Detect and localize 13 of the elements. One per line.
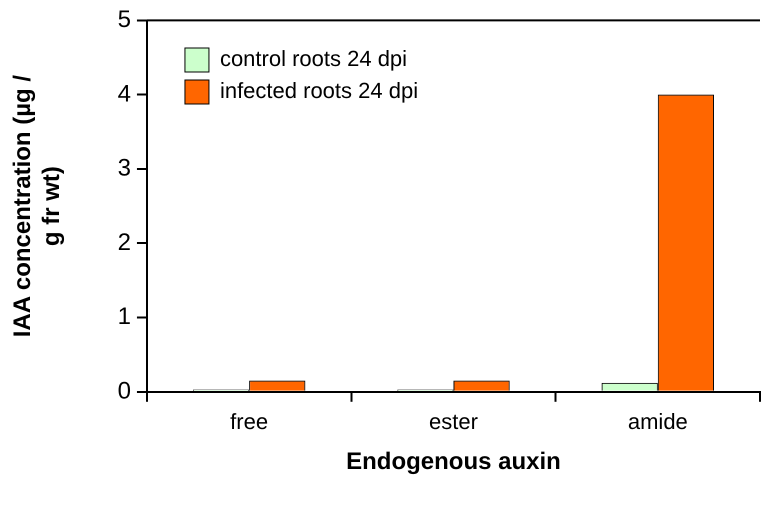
x-tick-label: free	[230, 409, 268, 434]
y-tick-label: 5	[118, 6, 131, 34]
y-axis-title: IAA concentration (µg / g fr wt)	[9, 74, 65, 338]
y-tick-label: 3	[118, 154, 131, 182]
x-axis-title: Endogenous auxin	[346, 448, 561, 476]
y-tick-label: 2	[118, 228, 131, 256]
y-tick-label: 4	[118, 80, 131, 108]
y-tick-label: 1	[118, 303, 131, 330]
x-tick-label: ester	[429, 409, 478, 434]
legend-label: control roots 24 dpi	[220, 46, 408, 72]
x-tick-label: amide	[628, 409, 688, 434]
y-tick-label: 0	[118, 377, 131, 404]
legend-label: infected roots 24 dpi	[220, 78, 418, 104]
